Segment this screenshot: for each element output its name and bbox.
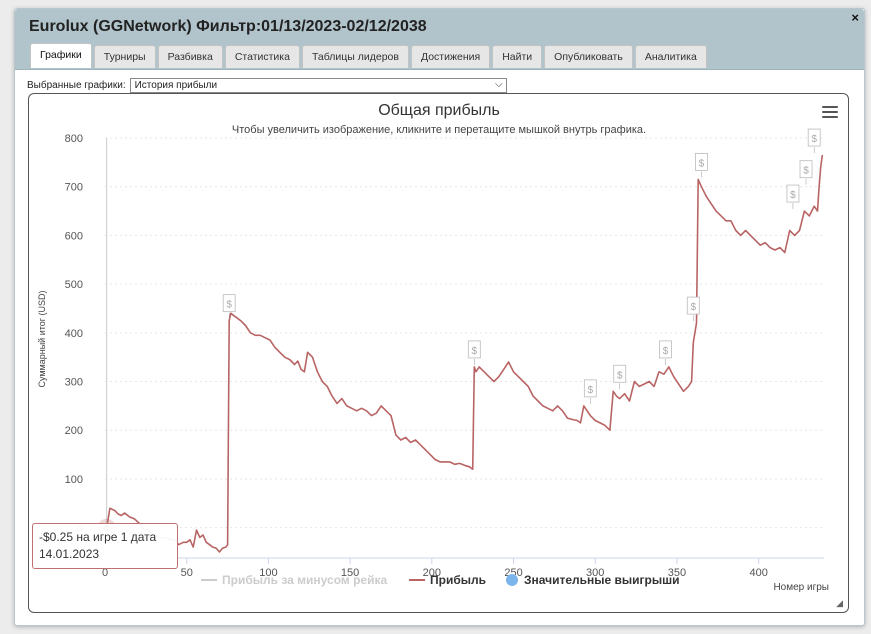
tab-7[interactable]: Найти <box>492 45 543 68</box>
legend-symbol-big-wins <box>506 574 518 586</box>
report-window: Eurolux (GGNetwork) Фильтр:01/13/2023-02… <box>14 8 865 626</box>
dollar-icon: $ <box>617 370 623 381</box>
dollar-icon: $ <box>226 300 232 311</box>
y-tick-label: 500 <box>65 279 83 291</box>
dollar-icon: $ <box>663 346 669 357</box>
legend: Прибыль за минусом рейка Прибыль Значитель… <box>201 573 680 587</box>
big-win-flag: $ <box>467 340 481 365</box>
big-win-flag: $ <box>659 340 672 365</box>
dollar-icon: $ <box>790 190 796 201</box>
profit-line <box>105 154 824 553</box>
flag-box <box>583 379 597 398</box>
dollar-icon: $ <box>472 346 478 357</box>
x-tick-label: 100 <box>259 567 277 579</box>
dollar-icon: $ <box>811 134 817 145</box>
flag-box <box>659 340 672 359</box>
x-tick-label: 300 <box>586 567 604 579</box>
legend-item-profit: Прибыль <box>430 573 486 587</box>
x-axis-label: Номер игры <box>773 582 829 593</box>
big-win-flag: $ <box>222 294 236 319</box>
flag-box <box>222 294 236 313</box>
chart-title: Общая прибыль <box>378 102 500 119</box>
close-icon[interactable]: × <box>851 10 859 25</box>
x-tick-label: 0 <box>102 567 108 579</box>
y-tick-label: 200 <box>65 425 83 437</box>
x-tick-label: 150 <box>341 567 359 579</box>
tab-3[interactable]: Разбивка <box>157 45 223 68</box>
big-win-flag: $ <box>613 364 627 390</box>
x-tick-label: 350 <box>668 567 686 579</box>
y-tick-label: 100 <box>65 474 83 486</box>
point-tooltip: -$0.25 на игре 1 дата 14.01.2023 <box>32 523 178 569</box>
dollar-icon: $ <box>699 158 705 169</box>
resize-grip-icon[interactable]: ◢ <box>836 598 843 608</box>
graph-selector-row: Выбранные графики: История прибыли ⌵ <box>27 78 507 93</box>
x-tick-label: 400 <box>749 567 767 579</box>
flag-box <box>799 160 813 179</box>
window-title: Eurolux (GGNetwork) Фильтр:01/13/2023-02… <box>29 18 427 35</box>
x-tick-label: 50 <box>181 567 193 579</box>
profit-chart[interactable]: Общая прибыль Чтобы увеличить изображени… <box>29 94 848 612</box>
legend-item-big-wins: Значительные выигрыши <box>524 573 680 587</box>
dollar-icon: $ <box>588 385 594 396</box>
big-win-flag: $ <box>807 128 821 154</box>
tab-4[interactable]: Статистика <box>224 45 300 68</box>
big-win-flag: $ <box>686 296 700 322</box>
graph-selector-label: Выбранные графики: <box>27 80 126 91</box>
y-tick-label: 700 <box>65 182 83 194</box>
graph-select-value: История прибыли <box>134 80 218 91</box>
tooltip-line-2: 14.01.2023 <box>39 547 100 561</box>
big-win-markers: $ $ $ $ $ $ $ $ $ $ <box>222 128 821 404</box>
y-tick-label: 400 <box>65 328 83 340</box>
y-axis-label: Суммарный итог (USD) <box>37 290 47 387</box>
flag-box <box>786 184 800 203</box>
tooltip-line-1: -$0.25 на игре 1 дата <box>39 530 157 544</box>
grid-lines <box>105 137 824 529</box>
tab-6[interactable]: Достижения <box>410 45 491 68</box>
chart-menu-icon[interactable] <box>822 106 838 120</box>
hover-layer <box>97 138 116 558</box>
flag-box <box>686 296 700 315</box>
y-tick-label: 300 <box>65 377 83 389</box>
flag-box <box>695 153 708 171</box>
big-win-flag: $ <box>695 153 708 178</box>
x-tick-label: 200 <box>423 567 441 579</box>
dollar-icon: $ <box>803 166 809 177</box>
flag-box <box>807 128 821 147</box>
series-layer <box>105 154 824 553</box>
flag-box <box>467 340 481 359</box>
tab-bar: Графики Турниры Разбивка Статистика Таблицы … <box>30 43 709 68</box>
tab-2[interactable]: Турниры <box>93 45 156 68</box>
big-win-flag: $ <box>786 184 800 210</box>
chevron-down-icon: ⌵ <box>495 79 503 90</box>
y-tick-label: 800 <box>65 133 83 145</box>
graph-select[interactable]: История прибыли ⌵ <box>129 78 507 93</box>
title-bar[interactable]: Eurolux (GGNetwork) Фильтр:01/13/2023-02… <box>15 9 864 70</box>
chart-subtitle: Чтобы увеличить изображение, кликните и … <box>232 124 646 136</box>
x-ticks: 0 50 100 150 200 250 300 350 400 <box>102 557 824 579</box>
y-tick-label: 600 <box>65 230 83 242</box>
legend-item-rake: Прибыль за минусом рейка <box>222 573 387 587</box>
y-ticks: 0100200300400500600700800 <box>65 133 83 535</box>
flag-box <box>613 364 627 383</box>
dollar-icon: $ <box>690 302 696 313</box>
big-win-flag: $ <box>799 160 813 185</box>
tab-9[interactable]: Аналитика <box>634 45 707 68</box>
tab-5[interactable]: Таблицы лидеров <box>301 45 409 68</box>
big-win-flag: $ <box>583 379 597 404</box>
tab-8[interactable]: Опубликовать <box>544 45 633 68</box>
tab-1[interactable]: Графики <box>30 43 92 68</box>
